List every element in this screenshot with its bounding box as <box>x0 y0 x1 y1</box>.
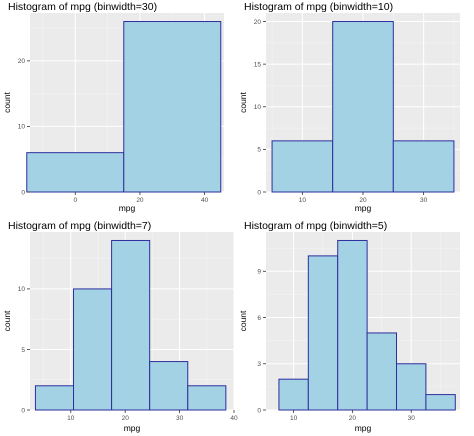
histogram-panel-3: 10 20 30 40 0 5 10 Histogram of mpg (binwidth=7… <box>2 220 238 433</box>
y-tick-label: 20 <box>254 19 262 26</box>
x-tick-label: 20 <box>349 415 357 422</box>
histogram-bar <box>149 361 189 411</box>
histogram-bar <box>337 239 368 411</box>
x-tick-label: 10 <box>290 415 298 422</box>
x-tick-label: 20 <box>122 415 130 422</box>
x-tick-label: 0 <box>73 197 77 204</box>
y-tick-label: 5 <box>21 347 25 354</box>
x-axis-title: mpg <box>119 203 136 213</box>
panel-title: Histogram of mpg (binwidth=30) <box>8 1 157 13</box>
x-tick-label: 10 <box>299 197 307 204</box>
y-tick-label: 0 <box>257 407 261 414</box>
x-axis-title: mpg <box>124 423 141 433</box>
y-tick-label: 10 <box>254 104 262 111</box>
panel-title: Histogram of mpg (binwidth=10) <box>244 1 393 13</box>
x-tick-label: 30 <box>176 415 184 422</box>
histogram-panel-4: 10 20 30 0 3 6 9 Histogram of mpg (binwidth=5) m… <box>238 220 460 433</box>
histogram-bar <box>396 363 427 411</box>
y-tick-label: 10 <box>18 124 26 131</box>
x-tick-label: 20 <box>136 197 144 204</box>
y-tick-label: 15 <box>254 61 262 68</box>
x-tick-label: 40 <box>230 415 238 422</box>
y-axis-title: count <box>238 91 248 112</box>
histogram-panel-1: 0 20 40 0 10 20 Histogram of mpg (binwidth=30)… <box>2 1 224 213</box>
histogram-bar <box>392 140 455 193</box>
y-tick-label: 5 <box>257 147 261 154</box>
histogram-bar <box>332 21 394 193</box>
histogram-bar <box>73 288 113 411</box>
x-tick-label: 40 <box>201 197 209 204</box>
x-tick-label: 30 <box>408 415 416 422</box>
histogram-bar <box>34 385 75 411</box>
x-tick-label: 20 <box>359 197 367 204</box>
histogram-bar <box>111 239 151 411</box>
histogram-bar <box>123 21 222 193</box>
histogram-bar <box>187 385 227 411</box>
y-tick-label: 20 <box>18 58 26 65</box>
x-axis-title: mpg <box>355 203 372 213</box>
y-axis-title: count <box>238 310 248 331</box>
histogram-panel-2: 10 20 30 0 5 10 15 20 Histogram of mpg (binwidth… <box>238 1 460 213</box>
y-tick-label: 6 <box>257 315 261 322</box>
y-tick-label: 0 <box>21 407 25 414</box>
y-tick-label: 3 <box>257 361 261 368</box>
histogram-bar <box>271 140 334 193</box>
x-axis-title: mpg <box>355 423 372 433</box>
panel-title: Histogram of mpg (binwidth=7) <box>8 220 151 232</box>
histogram-bar <box>278 378 309 411</box>
histogram-bar <box>26 152 125 193</box>
histogram-bar <box>425 394 456 411</box>
x-tick-label: 10 <box>67 415 75 422</box>
panel-title: Histogram of mpg (binwidth=5) <box>244 220 387 232</box>
y-tick-label: 9 <box>257 269 261 276</box>
y-tick-label: 0 <box>21 189 25 196</box>
histogram-bar <box>366 332 398 411</box>
y-axis-title: count <box>2 310 12 331</box>
x-tick-label: 30 <box>420 197 428 204</box>
histogram-bar <box>307 255 339 411</box>
y-tick-label: 0 <box>257 189 261 196</box>
y-tick-label: 10 <box>18 286 26 293</box>
y-axis-title: count <box>2 91 12 112</box>
